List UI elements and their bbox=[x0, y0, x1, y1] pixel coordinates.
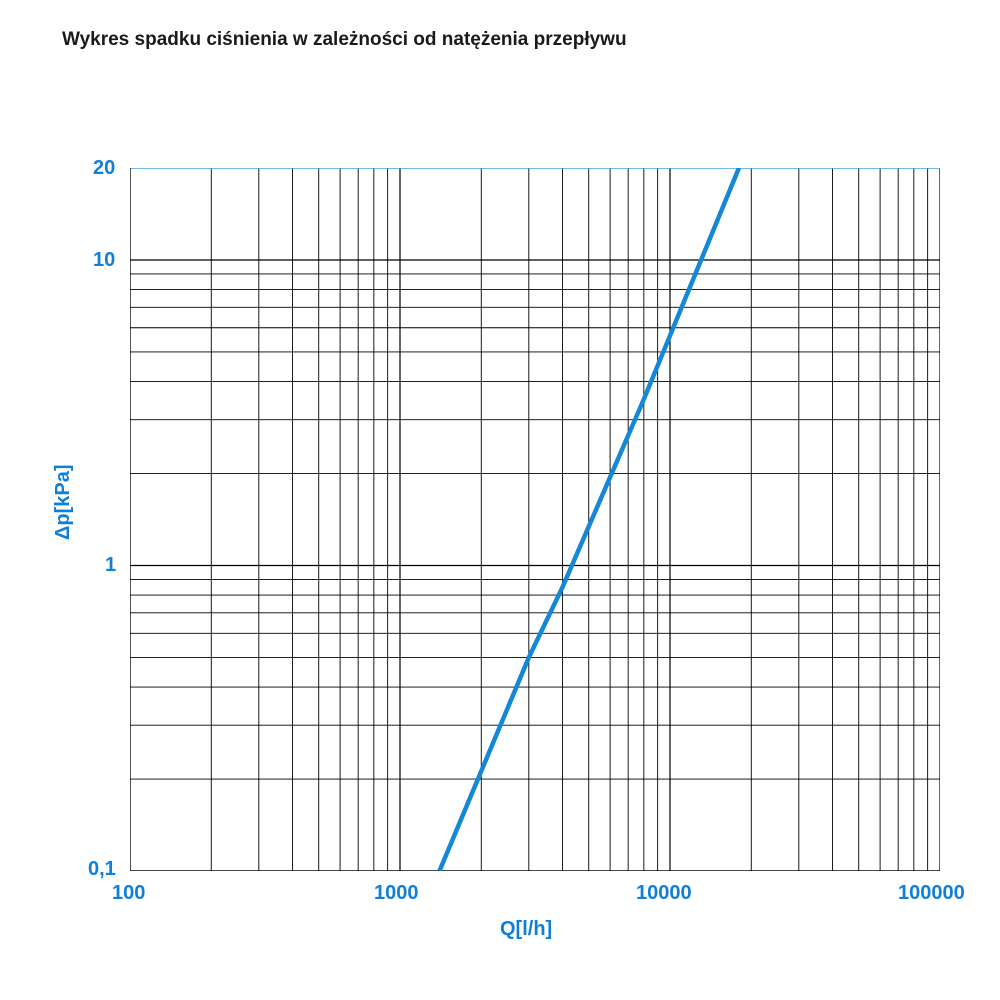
x-tick-label: 100 bbox=[112, 882, 145, 905]
pressure-drop-chart bbox=[130, 168, 940, 871]
y-tick-label: 1 bbox=[105, 554, 116, 577]
y-tick-label: 0,1 bbox=[88, 858, 116, 881]
x-tick-label: 100000 bbox=[898, 882, 965, 905]
x-tick-label: 1000 bbox=[374, 882, 419, 905]
y-tick-label: 20 bbox=[93, 157, 115, 180]
x-tick-label: 10000 bbox=[636, 882, 692, 905]
series-pressure-drop bbox=[439, 168, 738, 871]
x-axis-label: Q[l/h] bbox=[500, 918, 552, 941]
y-axis-label: Δp[kPa] bbox=[52, 465, 75, 541]
y-tick-label: 10 bbox=[93, 249, 115, 272]
chart-title: Wykres spadku ciśnienia w zależności od … bbox=[62, 29, 627, 51]
